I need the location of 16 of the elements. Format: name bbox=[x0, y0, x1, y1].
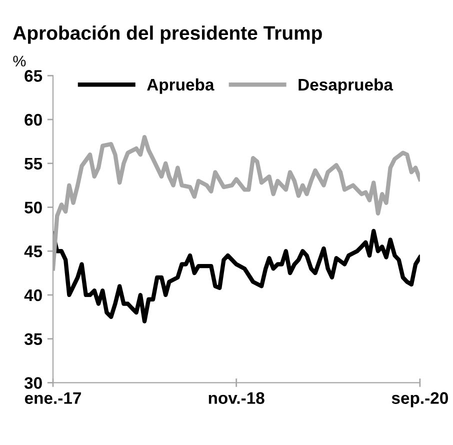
y-tick-label: 30 bbox=[24, 377, 42, 389]
legend-label: Aprueba bbox=[147, 78, 214, 94]
y-tick-label: 35 bbox=[24, 333, 42, 346]
y-tick-label: 55 bbox=[24, 158, 42, 170]
y-axis-title: % bbox=[13, 56, 26, 66]
x-tick-label: sep.-20 bbox=[392, 392, 448, 408]
y-tick-label: 40 bbox=[24, 289, 42, 302]
chart-title: Aprobación del presidente Trump bbox=[13, 25, 322, 44]
legend-label: Desaprueba bbox=[298, 78, 394, 94]
x-tick-label: nov.-18 bbox=[208, 392, 264, 404]
y-tick-label: 65 bbox=[24, 70, 42, 82]
x-tick-label: ene.-17 bbox=[24, 392, 81, 404]
y-tick-label: 45 bbox=[24, 246, 42, 258]
line-series bbox=[53, 228, 420, 324]
y-tick-label: 60 bbox=[24, 114, 42, 126]
y-tick-label: 50 bbox=[24, 202, 42, 214]
